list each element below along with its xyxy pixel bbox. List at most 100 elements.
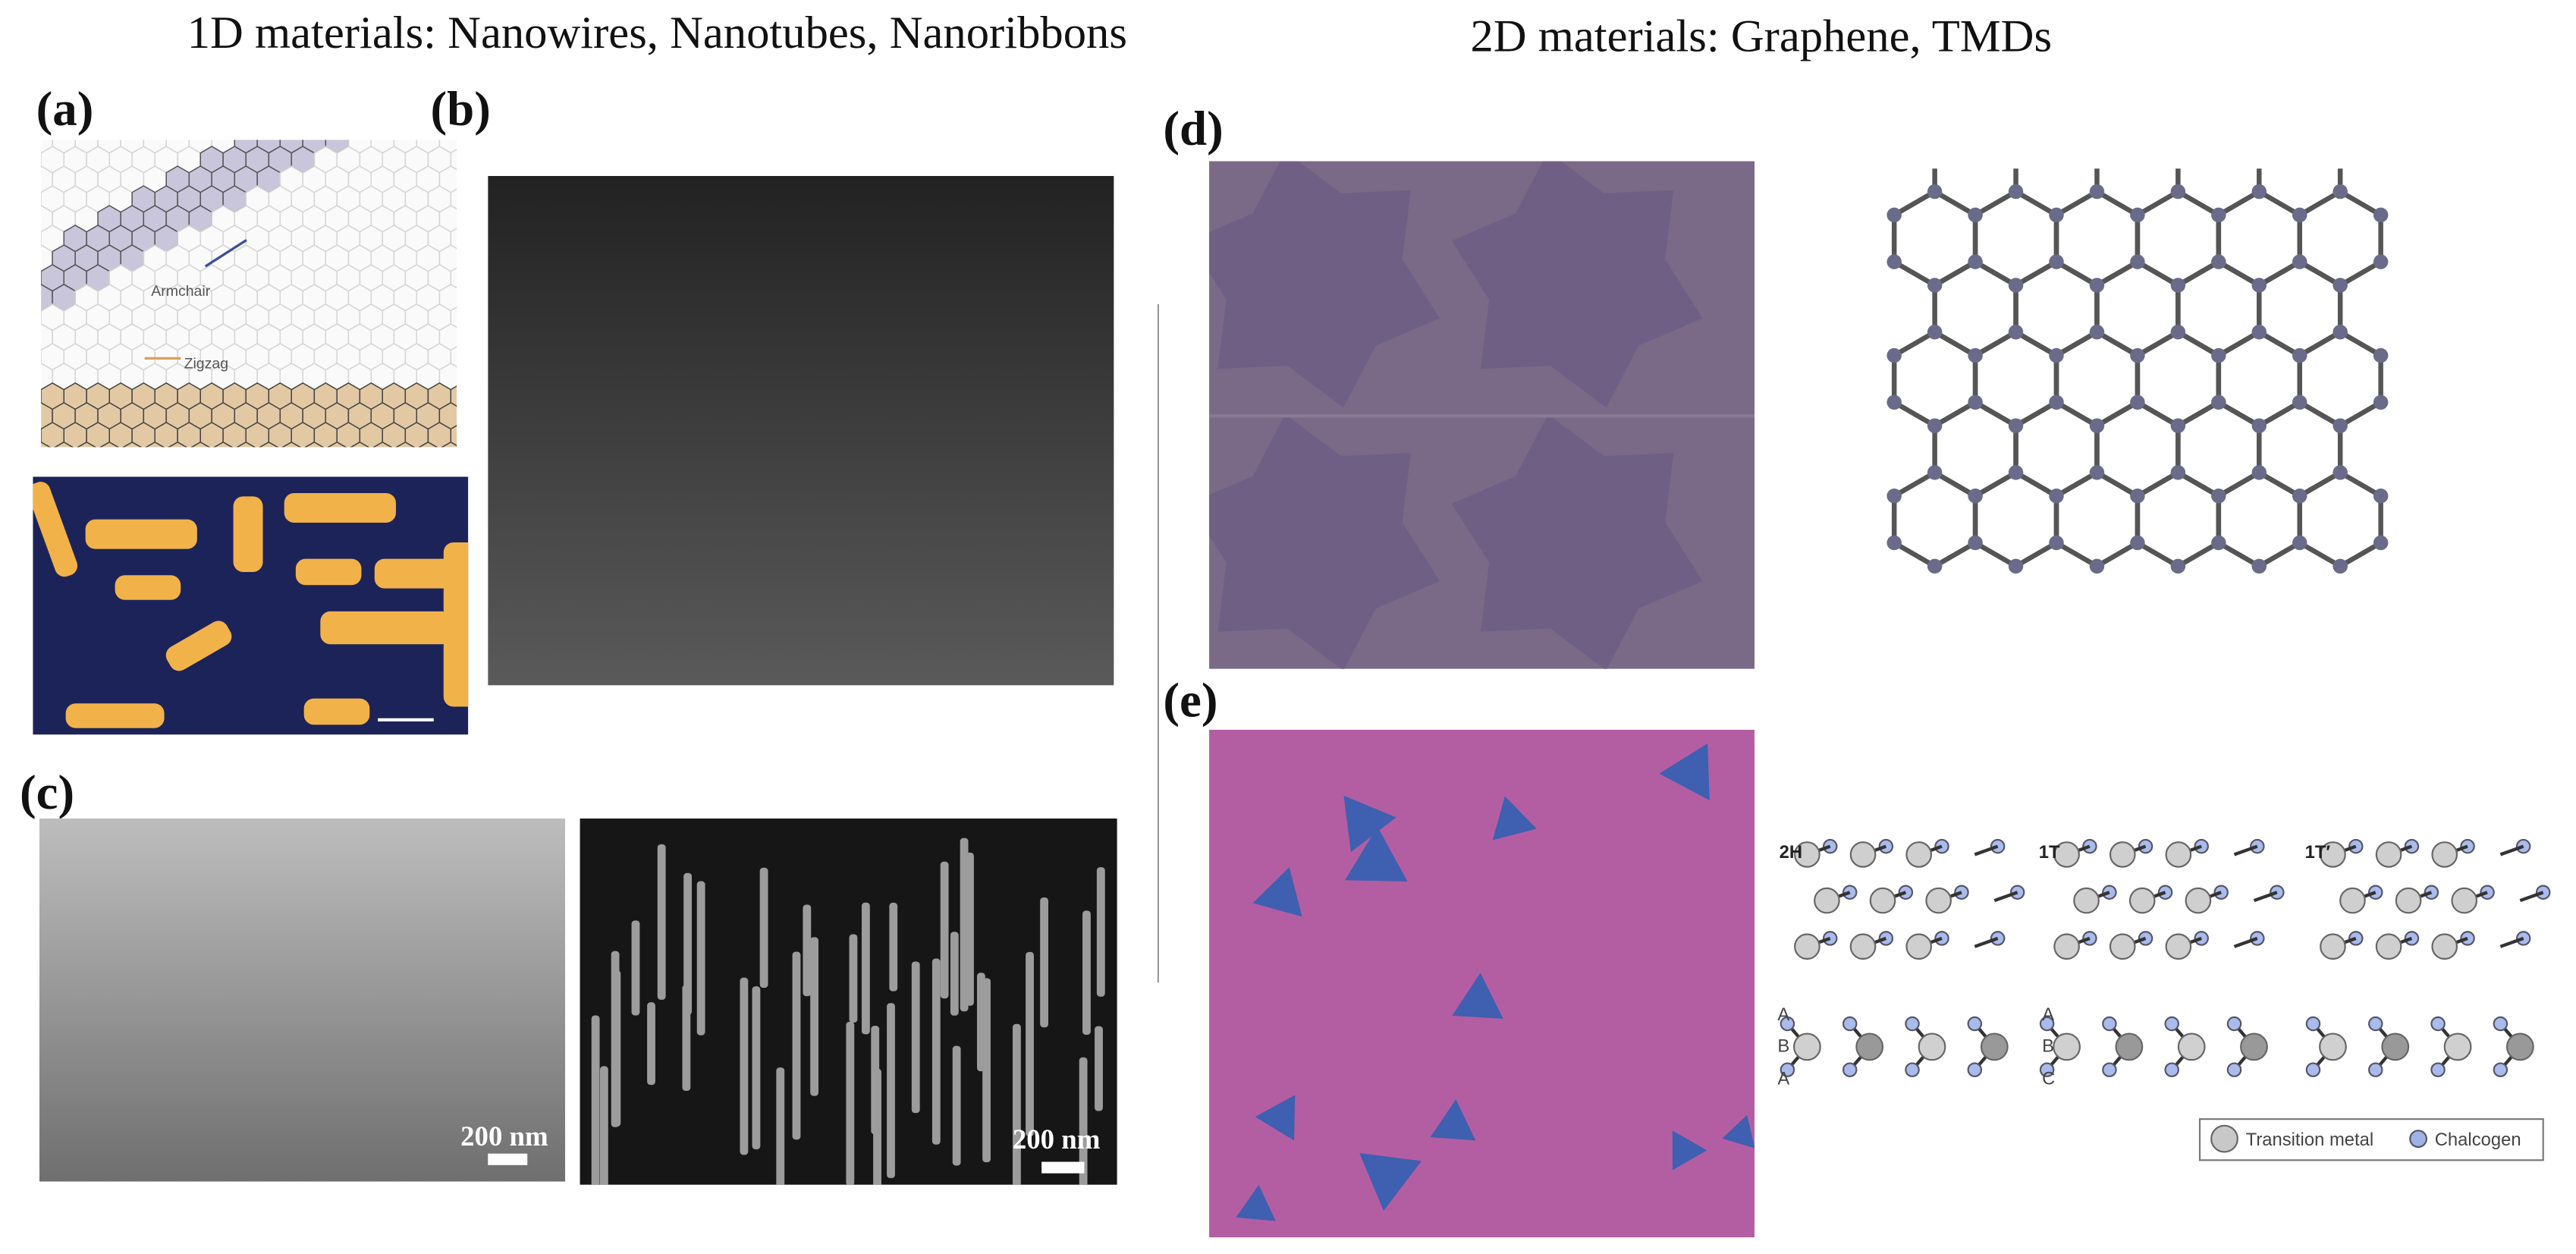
nanowire <box>696 881 705 1036</box>
bond <box>2339 470 2383 498</box>
atom <box>2049 254 2064 269</box>
bond <box>2136 259 2179 288</box>
flake <box>1345 826 1408 882</box>
hexagon <box>145 441 165 448</box>
phase-label: 1T′ <box>2305 842 2331 863</box>
atom <box>2333 184 2348 200</box>
bond <box>2217 540 2260 569</box>
metal <box>2177 1032 2206 1061</box>
bond <box>1974 329 2018 358</box>
bond <box>2176 189 2220 218</box>
nanowire <box>803 904 812 997</box>
bond <box>1974 470 2018 498</box>
nanowire <box>1095 1026 1103 1111</box>
atom <box>1886 535 1902 551</box>
chalcogen <box>2493 1016 2508 1032</box>
nanowire <box>759 867 768 988</box>
metal <box>2375 841 2402 868</box>
atom <box>1927 418 1943 433</box>
atom <box>2130 254 2145 269</box>
chalcogen <box>2493 1062 2508 1077</box>
bond <box>2298 329 2342 358</box>
atom <box>1927 184 1943 200</box>
atom <box>2292 535 2307 551</box>
atom <box>2333 324 2348 340</box>
hexagon <box>462 403 485 429</box>
hexagon <box>473 146 496 173</box>
atom <box>1927 465 1943 480</box>
hexagon <box>54 441 74 448</box>
atom <box>2333 418 2348 433</box>
hexagon <box>462 324 485 350</box>
metal <box>2395 887 2422 914</box>
atom <box>2170 418 2186 433</box>
flake <box>1492 796 1537 841</box>
chalcogen <box>2102 1016 2117 1032</box>
bond <box>2136 329 2179 358</box>
nanowire <box>977 973 985 1072</box>
bond <box>2136 400 2179 429</box>
bond <box>1893 400 1937 429</box>
hexagon <box>655 146 678 173</box>
atom <box>2170 558 2186 574</box>
sem-nanowires-left <box>39 818 566 1182</box>
metal <box>2128 887 2156 914</box>
hexagon <box>450 188 457 210</box>
bond <box>1893 189 1937 218</box>
hexagon <box>553 127 576 153</box>
nanowire <box>960 838 969 1012</box>
atom <box>2373 535 2389 551</box>
chalcogen <box>2164 1062 2179 1077</box>
hexagon <box>530 127 553 153</box>
chalcogen <box>1842 1016 1858 1032</box>
nanowire <box>849 934 858 1023</box>
atom <box>1927 558 1943 574</box>
legend-label: Chalcogen <box>2435 1130 2521 1150</box>
metal <box>1905 841 1932 868</box>
bond <box>2055 259 2099 288</box>
nanowire <box>861 902 870 1035</box>
atom <box>2008 465 2024 480</box>
atom <box>2089 465 2105 480</box>
hexagon <box>372 441 393 448</box>
hexagon <box>304 441 325 448</box>
bond <box>2095 189 2139 218</box>
chalcogen <box>2226 1016 2242 1032</box>
nanowire <box>1013 1023 1021 1185</box>
stacking-label: A <box>1777 1069 1789 1089</box>
atom <box>2130 535 2145 551</box>
nanowire <box>611 951 620 1127</box>
chalcogen <box>2430 1016 2446 1032</box>
atom <box>2008 324 2024 340</box>
chalcogen <box>2368 1062 2383 1077</box>
flake <box>1343 795 1396 853</box>
atom <box>2251 324 2267 340</box>
atom <box>1886 207 1902 223</box>
bond <box>2257 400 2301 429</box>
bond <box>2176 400 2220 429</box>
nanowire <box>1079 1057 1088 1185</box>
atom <box>2130 394 2145 410</box>
bond <box>2055 540 2099 569</box>
atom <box>2170 184 2186 200</box>
bond <box>2257 329 2301 358</box>
bond <box>2298 540 2342 569</box>
hexagon <box>450 425 457 447</box>
sem-nanowires-right <box>580 818 1117 1185</box>
bond <box>2217 329 2260 358</box>
hexagon <box>450 346 457 368</box>
nanowire <box>950 932 959 1016</box>
metal <box>2053 841 2080 868</box>
atom <box>2333 278 2348 293</box>
flake <box>1672 1130 1707 1171</box>
bond <box>2499 936 2524 948</box>
bond <box>1893 259 1937 288</box>
bond <box>1893 470 1937 498</box>
metal <box>2451 887 2478 914</box>
ribbon <box>295 558 362 586</box>
stacking-label: B <box>2042 1036 2054 1056</box>
nanowire <box>657 844 666 1000</box>
metal <box>2185 887 2212 914</box>
hexagon <box>259 441 279 448</box>
hexagon <box>667 127 690 153</box>
